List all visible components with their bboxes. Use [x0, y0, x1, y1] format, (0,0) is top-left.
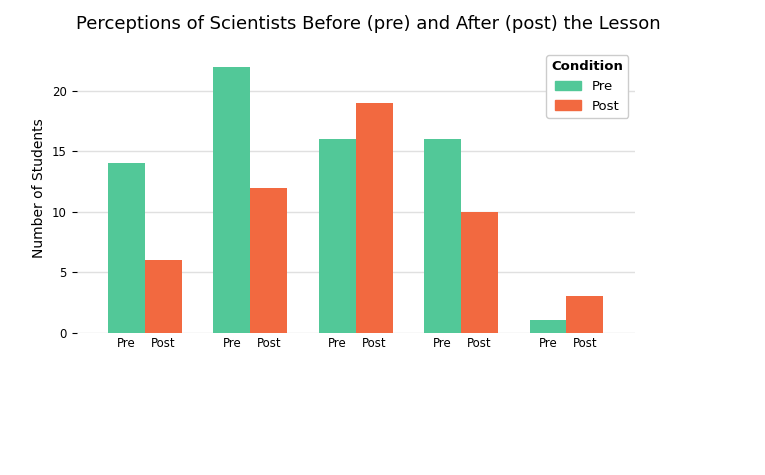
Bar [529, 321, 566, 332]
Bar [425, 139, 461, 332]
Bar [250, 188, 287, 332]
Bar [108, 163, 145, 332]
Bar [566, 296, 604, 332]
Bar [319, 139, 356, 332]
Bar [356, 103, 392, 332]
Legend: Pre, Post: Pre, Post [546, 55, 628, 118]
Text: Perceptions of Scientists Before (pre) and After (post) the Lesson: Perceptions of Scientists Before (pre) a… [76, 15, 661, 33]
Bar [461, 212, 498, 332]
Bar [145, 260, 182, 332]
Y-axis label: Number of Students: Number of Students [32, 118, 47, 257]
Bar [213, 67, 250, 332]
